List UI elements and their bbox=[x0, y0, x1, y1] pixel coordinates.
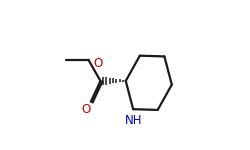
Text: NH: NH bbox=[125, 114, 143, 127]
Text: O: O bbox=[82, 103, 91, 116]
Text: O: O bbox=[94, 57, 103, 70]
